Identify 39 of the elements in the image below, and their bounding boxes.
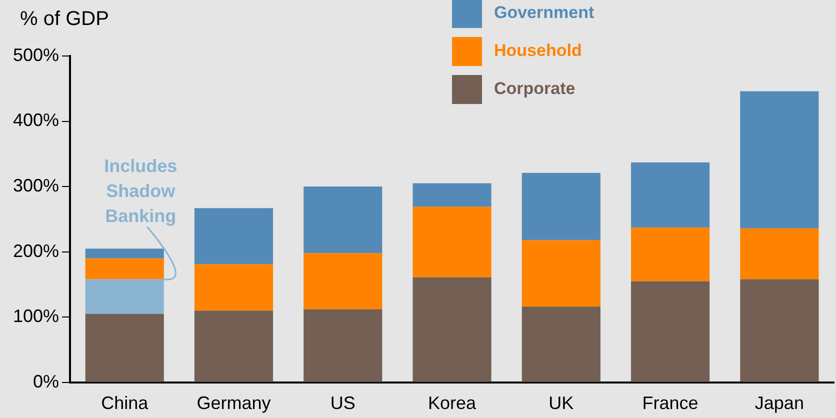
legend-label: Corporate: [494, 79, 576, 99]
bar: [522, 306, 600, 382]
bar: [85, 248, 164, 258]
x-tick-label: UK: [548, 393, 574, 414]
y-tick-label: 0%: [33, 371, 60, 392]
bar: [740, 91, 819, 228]
bar: [304, 253, 382, 310]
bar: [194, 310, 274, 382]
y-axis-title: % of GDP: [20, 8, 109, 31]
bar: [631, 228, 710, 282]
x-tick-label: US: [330, 393, 356, 414]
y-tick-label: 100%: [12, 306, 60, 326]
bar: [631, 162, 710, 228]
legend-label: Household: [494, 41, 582, 61]
bar: [194, 264, 274, 311]
bar: [85, 258, 164, 280]
bar: [522, 240, 600, 307]
x-tick-label: Germany: [196, 393, 271, 414]
annotation: Includes Shadow Banking: [104, 156, 178, 226]
bar: [412, 277, 492, 382]
x-tick-label: China: [101, 393, 150, 414]
bar: [522, 172, 600, 240]
bar: [412, 183, 492, 207]
bar: [194, 208, 274, 264]
x-tick-label: Korea: [428, 393, 478, 414]
y-tick-label: 500%: [12, 44, 60, 65]
bar: [304, 186, 382, 254]
legend-label: Government: [494, 3, 594, 23]
bar: [740, 228, 819, 280]
bar: [412, 206, 492, 278]
bar: [631, 281, 710, 382]
bar: [85, 314, 164, 382]
x-tick-label: France: [642, 393, 698, 414]
y-tick-label: 400%: [12, 110, 60, 130]
y-tick-label: 200%: [12, 240, 60, 261]
y-tick-label: 300%: [12, 176, 60, 196]
bar: [304, 309, 382, 382]
x-tick-label: Japan: [754, 393, 804, 414]
bar: [740, 279, 819, 382]
